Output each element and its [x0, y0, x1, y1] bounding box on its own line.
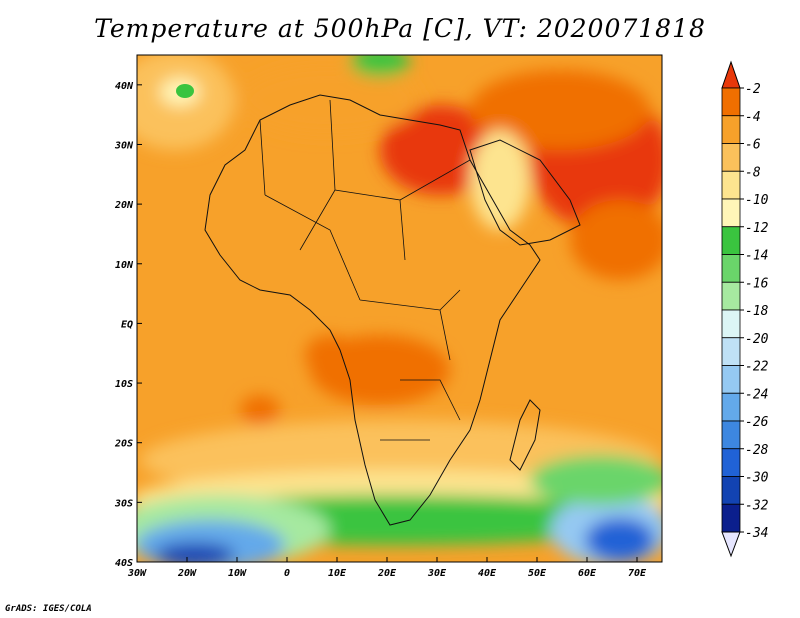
x-tick-label: 50E [528, 568, 547, 579]
colorbar-swatch [721, 448, 741, 477]
colorbar-label: -6 [745, 138, 761, 153]
y-tick-label: 10S [115, 379, 133, 390]
colorbar-swatch [721, 87, 741, 117]
colorbar-swatch [721, 309, 741, 339]
colorbar-swatch [721, 392, 741, 422]
colorbar-label: -24 [745, 387, 768, 402]
x-tick-label: 60E [578, 568, 597, 579]
colorbar-label: -26 [745, 415, 769, 430]
arabian-peninsula [469, 139, 581, 246]
colorbar-bottom-arrow [721, 531, 741, 558]
y-tick-label: 30S [114, 498, 133, 509]
colorbar-label: -2 [745, 82, 761, 97]
cold-spot [176, 84, 194, 98]
colorbar-swatch [721, 254, 741, 283]
temperature-field [137, 55, 662, 562]
africa-coastline [204, 94, 541, 526]
colorbar-label: -28 [745, 443, 769, 458]
colorbar-label: -32 [745, 498, 769, 513]
colorbar-label: -22 [745, 360, 769, 375]
x-axis: 30W 20W 10W 0 10E 20E 30E 40E 50E 60E 70E [127, 557, 647, 579]
colorbar-top-arrow [721, 60, 741, 89]
credit-label: GrADS: IGES/COLA [5, 604, 92, 614]
y-axis: 40N 30N 20N 10N EQ 10S 20S 30S 40S [114, 81, 142, 569]
x-tick-label: 30E [427, 568, 447, 579]
map-frame [136, 54, 663, 563]
y-tick-label: 20N [114, 200, 134, 211]
map-area [137, 55, 662, 562]
colorbar-label: -4 [745, 110, 761, 125]
colorbar-swatch [721, 281, 741, 311]
x-tick-label: 20E [377, 568, 397, 579]
x-tick-label: 70E [628, 568, 647, 579]
x-tick-label: 10E [328, 568, 347, 579]
y-tick-label: EQ [121, 319, 133, 330]
colorbar-label: -12 [745, 221, 769, 236]
x-tick-label: 20W [177, 568, 197, 579]
y-tick-label: 40N [115, 81, 134, 92]
country-borders [259, 99, 471, 441]
colorbar-swatch [721, 476, 741, 505]
x-tick-label: 10W [228, 568, 247, 579]
colorbar-swatch [721, 170, 741, 200]
y-tick-label: 40S [115, 558, 133, 569]
colorbar-label: -30 [745, 471, 769, 486]
madagascar [509, 399, 541, 471]
x-tick-label: 0 [284, 568, 290, 579]
colorbar-swatch [721, 337, 741, 366]
colorbar-label: -10 [745, 193, 769, 208]
colorbar-swatch [721, 143, 741, 172]
colorbar-swatch [721, 365, 741, 394]
colorbar-swatch [721, 198, 741, 228]
x-tick-label: 30W [127, 568, 147, 579]
colorbar-swatch [721, 503, 741, 533]
colorbar-swatch [721, 226, 741, 255]
colorbar-label: -14 [745, 249, 768, 264]
map-title: Temperature at 500hPa [C], VT: 202007181… [94, 14, 706, 43]
colorbar-label: -34 [745, 526, 768, 541]
y-tick-label: 10N [115, 260, 134, 271]
colorbar-label: -8 [745, 165, 761, 180]
colorbar-label: -20 [745, 332, 769, 347]
y-tick-label: 30N [114, 140, 134, 151]
colorbar-label: -18 [745, 304, 769, 319]
colorbar-swatch [721, 420, 741, 450]
colorbar-label: -16 [745, 276, 769, 291]
colorbar-swatch [721, 115, 741, 144]
colorbar: -2 -4 -6 -8 -10 -12 -14 -16 -18 -20 -22 -24 -26 -28 -3… [721, 60, 769, 558]
x-tick-label: 40E [478, 568, 497, 579]
y-tick-label: 20S [114, 439, 133, 450]
